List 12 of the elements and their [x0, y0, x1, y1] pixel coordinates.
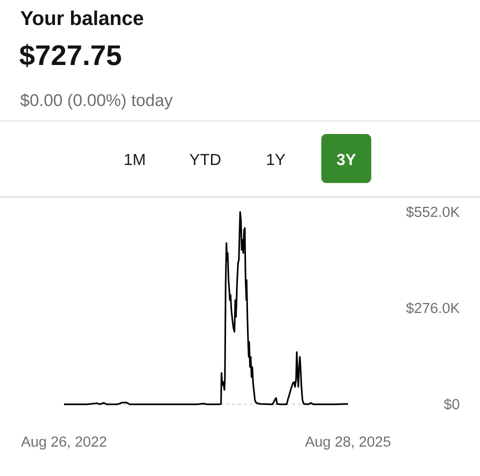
y-tick-label: $552.0K — [406, 206, 460, 218]
chart-title: Your balance — [20, 10, 144, 26]
x-tick-label: Aug 28, 2025 — [305, 436, 390, 450]
text: YTD — [190, 154, 220, 165]
y-tick-label: $0 — [444, 398, 460, 410]
chart-subtitle: $727.75 — [20, 44, 122, 68]
x-tick-label: Aug 26, 2022 — [21, 436, 106, 450]
text: 3Y — [336, 154, 356, 166]
text: $0.00 (0.00%) today — [20, 93, 173, 110]
y-tick-label: $276.0K — [406, 302, 460, 314]
text: 1Y — [267, 154, 286, 165]
text: 1M — [124, 154, 145, 165]
